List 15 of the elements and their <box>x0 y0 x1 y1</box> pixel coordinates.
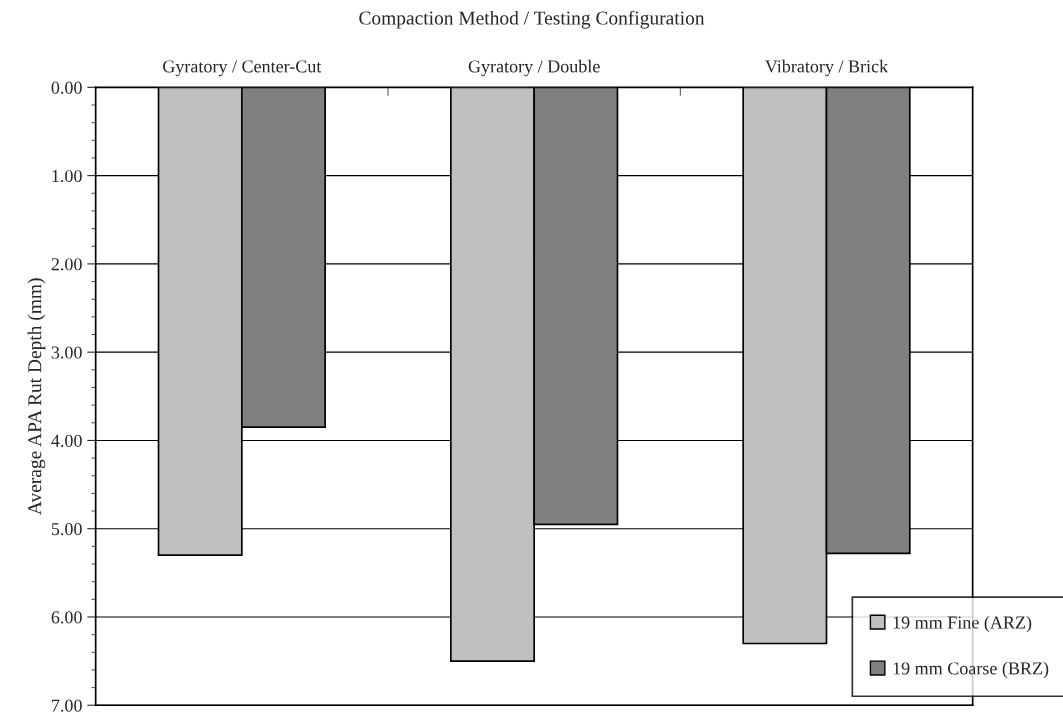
y-tick-label: 0.00 <box>51 81 82 94</box>
y-tick-label: 6.00 <box>51 611 82 624</box>
y-tick-label: 7.00 <box>52 699 82 712</box>
legend-label: 19 mm Fine (ARZ) <box>893 615 1032 633</box>
chart-title: Compaction Method / Testing Configuration <box>359 10 705 29</box>
x-tick-label: Gyratory / Center-Cut <box>163 60 322 77</box>
y-axis-title: Average APA Rut Depth (mm) <box>27 278 46 515</box>
y-tick-label: 5.00 <box>51 522 82 536</box>
x-tick-label: Vibratory / Brick <box>765 59 889 77</box>
y-tick-label: 1.00 <box>52 169 82 183</box>
y-tick-label: 3.00 <box>51 346 82 359</box>
y-tick-label: 4.00 <box>51 434 82 447</box>
x-tick-label: Gyratory / Double <box>468 59 600 77</box>
y-tick-label: 2.00 <box>51 258 82 271</box>
legend-label: 19 mm Coarse (BRZ) <box>893 661 1049 679</box>
